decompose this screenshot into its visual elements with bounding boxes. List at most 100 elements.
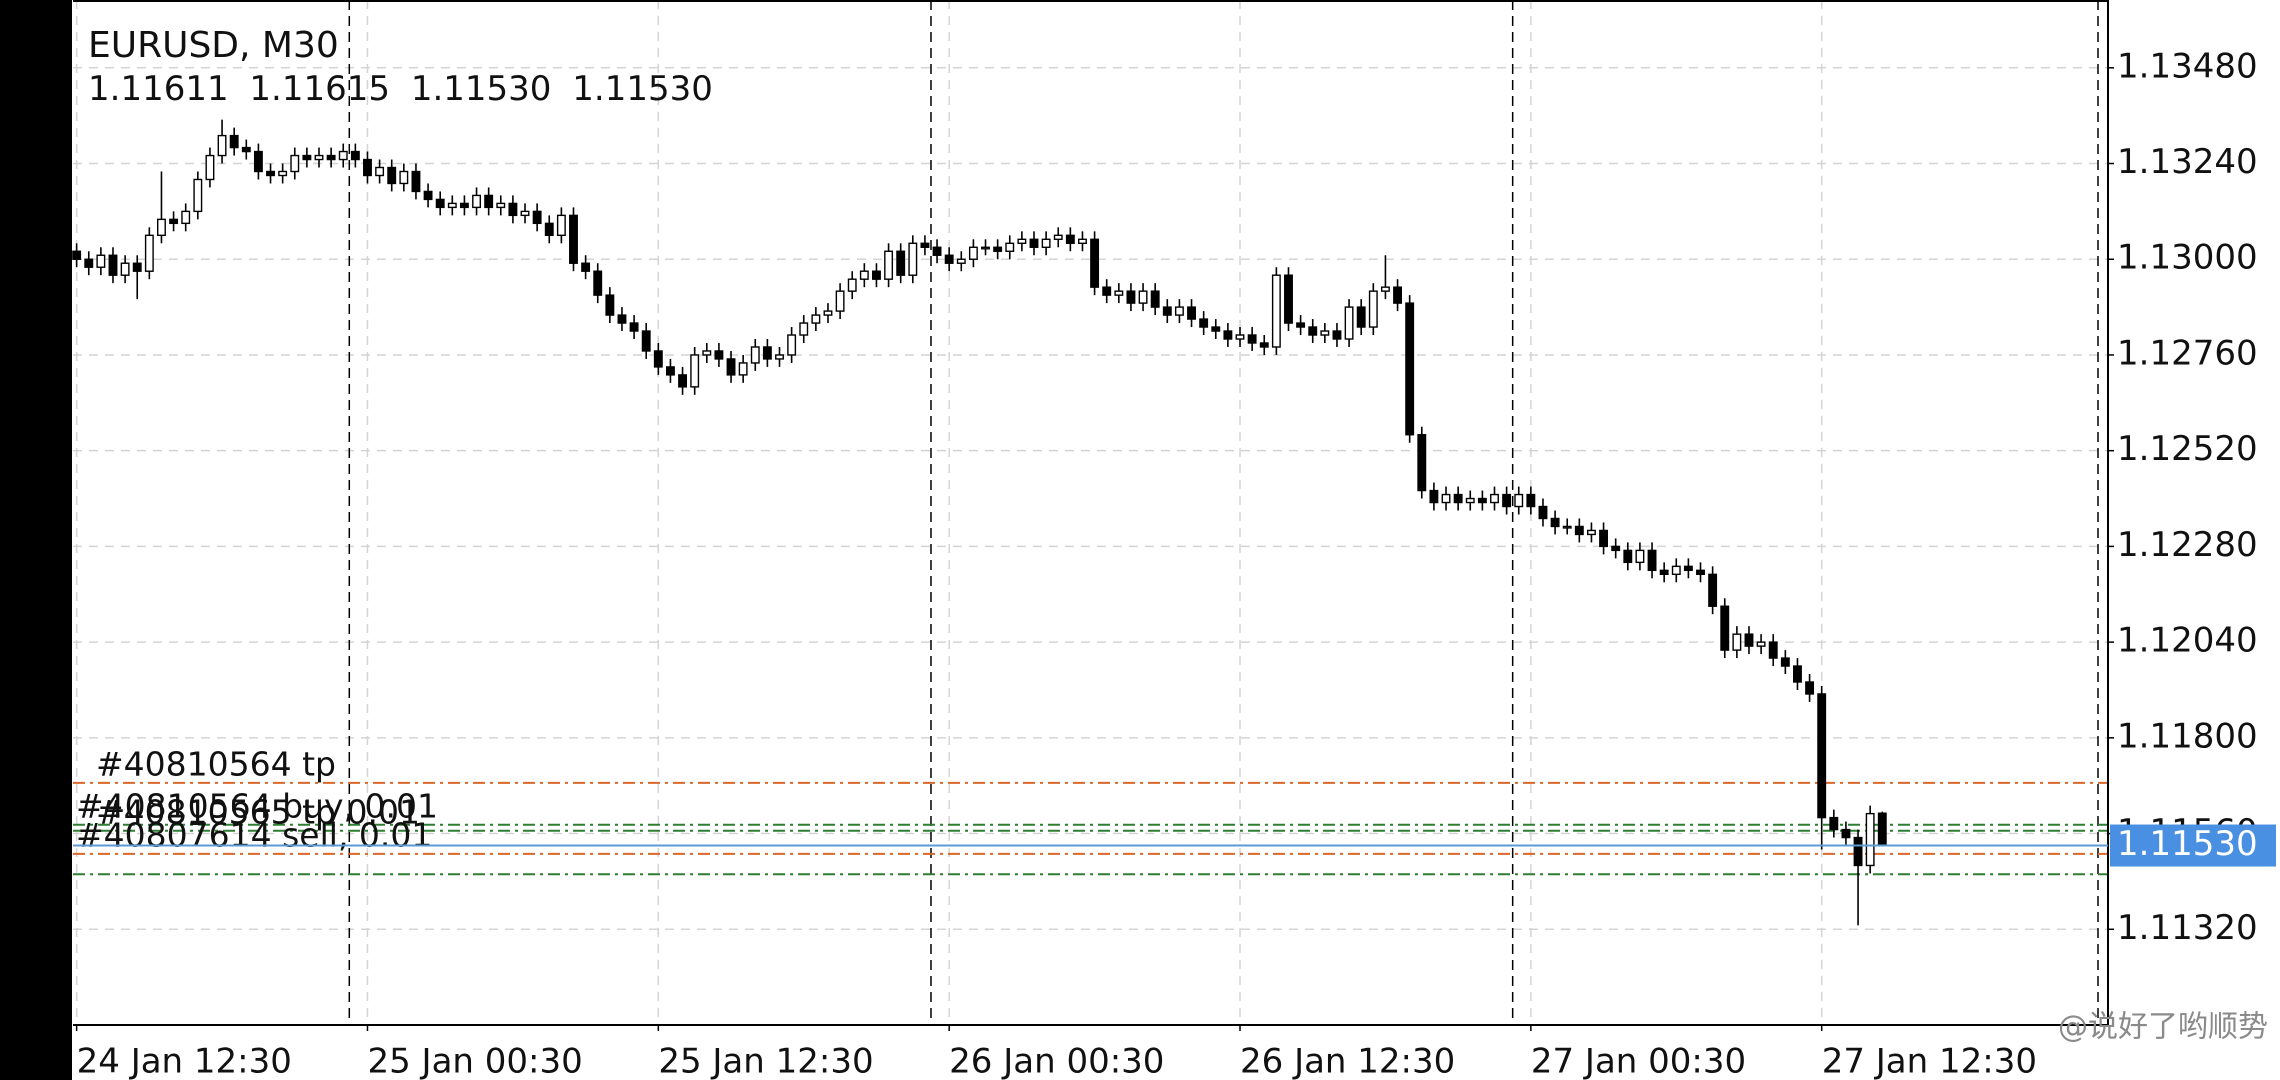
order-label: #40810564 buy, 0.01 xyxy=(76,786,438,825)
candle-body xyxy=(956,258,966,264)
chart-title: EURUSD, M30 xyxy=(88,25,339,66)
candle-body xyxy=(1174,306,1184,316)
candle-body xyxy=(1683,565,1693,572)
candle-body xyxy=(1223,330,1233,340)
candle-body xyxy=(920,242,930,248)
candle-body xyxy=(859,270,869,280)
candle-body xyxy=(1090,238,1100,288)
candle-body xyxy=(605,294,615,316)
candle-body xyxy=(399,170,409,185)
candle-body xyxy=(1344,306,1354,340)
order-label: #40807614 sell, 0.01 xyxy=(76,815,432,854)
candle-body xyxy=(241,146,251,153)
candle-body xyxy=(1586,529,1596,536)
candle-body xyxy=(1296,322,1306,328)
candle-body xyxy=(1490,493,1499,504)
candle-body xyxy=(1041,238,1051,248)
candle-body xyxy=(144,234,154,272)
candle-body xyxy=(338,150,348,161)
candle-body xyxy=(835,290,845,312)
candle-body xyxy=(132,262,142,272)
candle-body xyxy=(1211,326,1221,332)
candle-body xyxy=(1671,565,1681,576)
candle-body xyxy=(96,254,106,268)
candle-body xyxy=(581,262,591,272)
candle-body xyxy=(72,250,82,260)
candle-body xyxy=(1841,828,1851,839)
candle-body xyxy=(290,154,300,173)
candle-body xyxy=(205,154,215,181)
candle-body xyxy=(896,250,906,276)
candle-body xyxy=(447,202,457,209)
candle-body xyxy=(932,246,942,256)
candle-body xyxy=(1065,234,1075,244)
candle-body xyxy=(678,374,688,388)
candle-body xyxy=(120,262,130,276)
candle-body xyxy=(459,202,469,209)
candle-body xyxy=(1235,334,1245,340)
candle-body xyxy=(363,158,372,177)
candle-body xyxy=(1780,657,1790,667)
y-tick-label: 1.12520 xyxy=(2117,429,2258,469)
candle-body xyxy=(1696,569,1705,576)
candle-body xyxy=(1284,274,1293,324)
candle-body xyxy=(726,358,736,376)
x-tick-label: 25 Jan 12:30 xyxy=(658,1042,873,1080)
candle-body xyxy=(775,354,784,360)
candle-body xyxy=(532,210,542,225)
x-tick-label: 26 Jan 12:30 xyxy=(1240,1042,1455,1080)
candle-body xyxy=(1138,290,1148,304)
candle-body xyxy=(435,198,445,209)
candle-body xyxy=(1877,812,1887,847)
candle-body xyxy=(193,178,203,213)
candle-body xyxy=(1635,549,1645,564)
candle-body xyxy=(1756,641,1766,647)
candle-body xyxy=(508,202,518,217)
candle-body xyxy=(314,154,324,161)
order-label: #40810565 tp 0.01 xyxy=(96,792,420,831)
candle-body xyxy=(1793,665,1802,683)
candle-body xyxy=(302,154,312,161)
candle-body xyxy=(799,322,809,336)
ohlc-close: 1.11530 xyxy=(572,69,713,109)
candle-body xyxy=(1538,505,1548,520)
candle-body xyxy=(762,346,772,360)
candle-body xyxy=(714,350,724,360)
candle-body xyxy=(1817,693,1827,819)
candle-body xyxy=(1393,286,1403,304)
candle-body xyxy=(278,170,288,177)
candle-body xyxy=(641,330,651,352)
ohlc-info: 1.11611 1.11615 1.11530 1.11530 xyxy=(88,69,713,109)
ohlc-low: 1.11530 xyxy=(411,69,552,109)
x-tick-label: 27 Jan 12:30 xyxy=(1822,1042,2037,1080)
candle-body xyxy=(1744,633,1754,647)
candle-body xyxy=(556,214,566,237)
candle-body xyxy=(872,270,881,280)
candle-body xyxy=(787,334,797,356)
y-tick-label: 1.12760 xyxy=(2117,333,2258,373)
order-label: #40810564 tp xyxy=(96,744,336,783)
candle-body xyxy=(544,222,554,237)
candle-body xyxy=(1005,242,1015,252)
candle-body xyxy=(84,258,94,268)
y-tick-label: 1.11800 xyxy=(2117,716,2258,756)
candle-body xyxy=(1599,529,1609,548)
candle-body xyxy=(847,278,857,292)
candle-body xyxy=(1187,306,1196,320)
candle-body xyxy=(1380,286,1390,292)
x-tick-label: 26 Jan 00:30 xyxy=(949,1042,1164,1080)
candle-body xyxy=(944,254,954,264)
candle-body xyxy=(823,310,833,316)
candle-body xyxy=(1465,497,1475,504)
candle-body xyxy=(1271,274,1281,348)
candle-body xyxy=(593,270,603,296)
candle-body xyxy=(653,350,663,368)
candle-body xyxy=(617,314,627,324)
candle-body xyxy=(884,250,894,280)
candle-body xyxy=(266,170,275,177)
ohlc-open: 1.11611 xyxy=(88,69,229,109)
candle-body xyxy=(738,362,748,376)
candle-body xyxy=(1126,290,1136,304)
candle-body xyxy=(1829,816,1839,831)
